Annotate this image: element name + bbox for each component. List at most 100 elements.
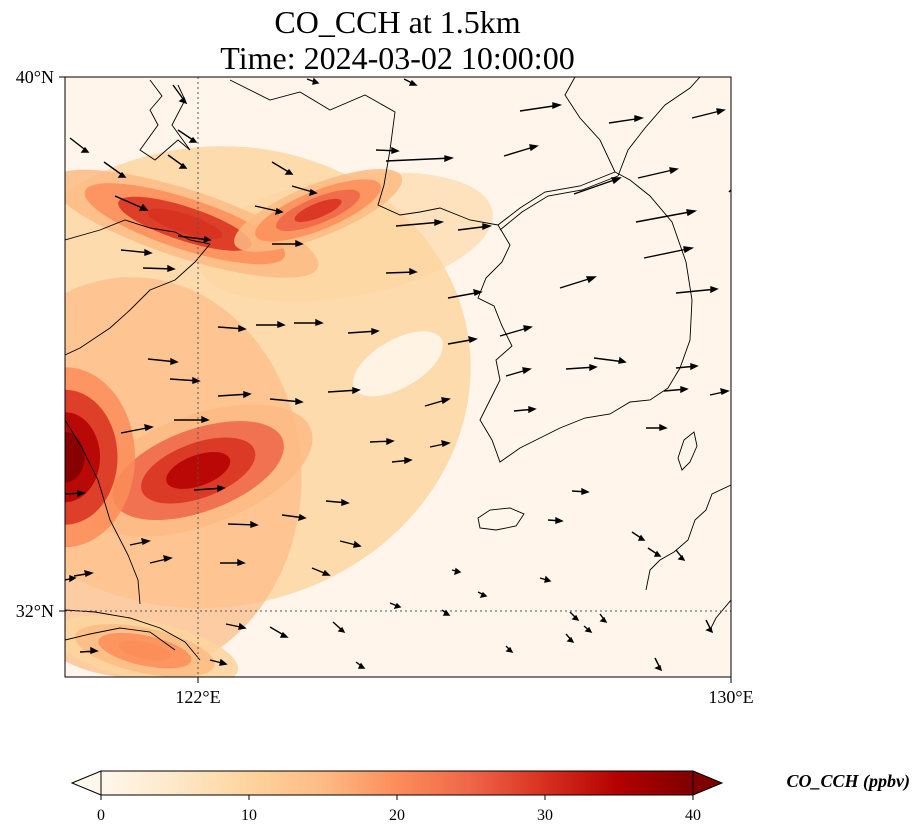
wind-arrow [177, 129, 198, 143]
wind-arrow [174, 415, 210, 423]
wind-arrow [147, 357, 179, 365]
wind-arrow [65, 574, 77, 583]
plume-band-east [294, 198, 342, 223]
korea-border [497, 171, 619, 231]
wind-arrow [503, 144, 539, 157]
wind-arrow [120, 248, 153, 256]
wind-arrow [220, 558, 246, 566]
wind-arrow [325, 498, 350, 506]
wind-arrow [114, 195, 149, 211]
wind-arrow [272, 239, 304, 247]
plume-central-core [166, 452, 231, 490]
wind-arrow [271, 161, 294, 175]
wind-arrow [347, 328, 380, 336]
clean-air-gap [353, 331, 443, 397]
plume-northern-band [147, 208, 223, 239]
colorbar-tick-label-20: 20 [389, 807, 405, 824]
colorbar-tick-label-30: 30 [537, 807, 553, 824]
wind-arrow [311, 567, 331, 576]
wind-arrow [675, 286, 719, 294]
wind-arrow [499, 325, 533, 337]
wind-arrow [225, 622, 247, 630]
wind-arrow [608, 115, 645, 124]
wind-arrow [385, 155, 455, 163]
wind-arrow [647, 547, 662, 557]
wind-arrow [281, 513, 307, 522]
wind-vectors [65, 77, 731, 672]
wind-arrow [424, 397, 451, 407]
wind-arrow [142, 264, 176, 272]
tsushima [677, 431, 698, 471]
wind-arrow [129, 538, 151, 546]
wind-arrow [637, 167, 679, 179]
wind-arrow [79, 646, 99, 654]
wind-arrow [332, 621, 346, 633]
wind-arrow [65, 490, 86, 498]
wind-arrow [395, 219, 445, 227]
axis-ticks [59, 76, 732, 683]
colorbar-tick-label-0: 0 [97, 807, 105, 824]
wind-arrow [635, 209, 698, 223]
wind-arrow [569, 611, 580, 621]
wind-arrow [355, 661, 366, 669]
wind-arrow [269, 397, 304, 405]
wind-arrow [369, 438, 395, 446]
map-frame [64, 76, 732, 678]
wind-arrow [193, 485, 226, 493]
wind-arrow [571, 487, 590, 495]
wind-arrow [547, 516, 564, 524]
wind-arrow [429, 440, 451, 448]
wind-arrow [69, 137, 90, 153]
wind-arrow [269, 626, 289, 638]
wind-arrow [169, 376, 201, 384]
wind-arrow [583, 625, 593, 633]
lat-label-32n: 32°N [16, 601, 54, 621]
kyushu-coast [645, 484, 731, 631]
wind-arrow [73, 570, 94, 578]
map-area [65, 77, 731, 677]
wind-arrow [177, 235, 212, 244]
wind-arrow [505, 645, 514, 653]
colorbar-gradient [100, 770, 694, 796]
colorbar-extend-low [70, 770, 102, 796]
wind-arrow [709, 388, 730, 396]
wind-arrow [217, 324, 247, 332]
coastlines [65, 77, 731, 661]
wind-arrow [593, 356, 627, 364]
wind-arrow [327, 387, 361, 395]
wind-arrow [391, 457, 413, 465]
wind-arrow [539, 575, 552, 583]
wind-arrow [447, 336, 478, 345]
wind-arrow [565, 633, 575, 643]
colorbar-title: CO_CCH (ppbv) [787, 771, 911, 792]
wind-arrow [654, 657, 663, 672]
wind-arrow [559, 276, 597, 289]
wind-arrow [565, 364, 598, 372]
wind-arrow [294, 318, 324, 326]
wind-arrow [519, 102, 563, 112]
wind-arrow [451, 567, 462, 576]
wind-arrow [477, 591, 488, 598]
map-title-line1: CO_CCH at 1.5km [274, 4, 521, 40]
colorbar: 0 10 20 30 40 CO_CCH (ppbv) [70, 770, 911, 824]
lon-label-122e: 122°E [175, 687, 220, 707]
wind-arrow [389, 602, 402, 609]
wind-arrow [441, 609, 451, 616]
shandong-bohai-coast [65, 219, 211, 356]
lon-label-130e: 130°E [708, 687, 753, 707]
wind-arrow [103, 161, 127, 178]
wind-arrow [691, 108, 726, 119]
colorbar-extend-high [692, 770, 724, 796]
wind-arrow [172, 84, 188, 105]
liaodong-coast [139, 79, 499, 226]
wind-arrow [120, 424, 154, 434]
wind-arrow [663, 386, 689, 394]
wind-arrow [227, 520, 259, 528]
korea-east-coast [564, 77, 701, 177]
jiangsu-coast [65, 419, 201, 661]
north-korea-west-coast [477, 171, 693, 463]
wind-arrow [675, 549, 686, 561]
colorbar-tick-label-10: 10 [241, 807, 257, 824]
wind-arrow [149, 555, 173, 564]
